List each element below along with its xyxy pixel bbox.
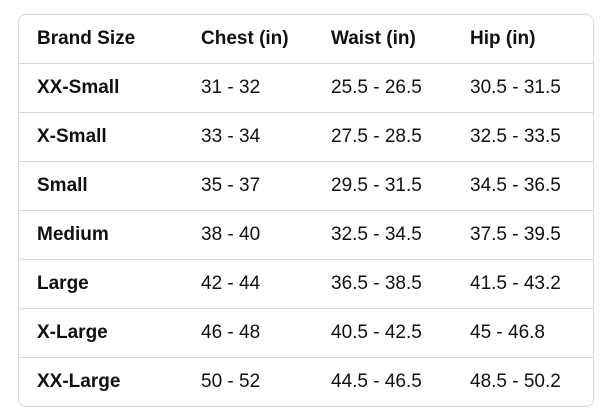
table-row: XX-Small 31 - 32 25.5 - 26.5 30.5 - 31.5 [19,64,593,113]
measurement-cell: 48.5 - 50.2 [470,371,561,392]
measurement-cell: 25.5 - 26.5 [313,64,452,113]
measurement-cell: 34.5 - 36.5 [452,162,593,211]
measurement-cell: 37.5 - 39.5 [452,211,593,260]
size-label: X-Large [19,309,183,358]
column-header: Hip (in) [452,15,593,64]
header-row: Brand Size Chest (in) Waist (in) Hip (in) [19,15,593,64]
measurement-cell: 46 - 48 [183,309,313,358]
measurement-cell: 35 - 37 [183,162,313,211]
measurement-cell: 29.5 - 31.5 [313,162,452,211]
measurement-cell: 30.5 - 31.5 [452,64,593,113]
measurement-cell: 36.5 - 38.5 [313,260,452,309]
measurement-cell: 38 - 40 [183,211,313,260]
column-header: Brand Size [19,15,183,64]
size-chart-table: Brand Size Chest (in) Waist (in) Hip (in) X… [18,14,594,407]
table-row: X-Small 33 - 34 27.5 - 28.5 32.5 - 33.5 [19,113,593,162]
size-label: Large [19,260,183,309]
size-label: Small [19,162,183,211]
measurement-cell: 31 - 32 [183,64,313,113]
table-row: X-Large 46 - 48 40.5 - 42.5 45 - 46.8 [19,309,593,358]
table-row: Small 35 - 37 29.5 - 31.5 34.5 - 36.5 [19,162,593,211]
measurement-cell: 41.5 - 43.2 [452,260,593,309]
measurement-cell: 33 - 34 [183,113,313,162]
measurement-cell: 44.5 - 46.5 [331,371,422,392]
column-header: Chest (in) [183,15,313,64]
size-label: XX-Large [37,371,121,392]
table-row: XX-Large 50 - 52 44.5 - 46.5 48.5 - 50.2 [19,358,593,406]
table-row: Medium 38 - 40 32.5 - 34.5 37.5 - 39.5 [19,211,593,260]
measurement-cell: 32.5 - 33.5 [452,113,593,162]
size-label: Medium [19,211,183,260]
size-label: X-Small [19,113,183,162]
measurement-cell: 27.5 - 28.5 [313,113,452,162]
measurement-cell: 42 - 44 [183,260,313,309]
measurement-cell: 45 - 46.8 [452,309,593,358]
table-row: Large 42 - 44 36.5 - 38.5 41.5 - 43.2 [19,260,593,309]
measurement-cell: 40.5 - 42.5 [313,309,452,358]
measurement-cell: 50 - 52 [201,371,261,392]
measurement-cell: 32.5 - 34.5 [313,211,452,260]
column-header: Waist (in) [313,15,452,64]
table-body: XX-Small 31 - 32 25.5 - 26.5 30.5 - 31.5 X-S… [19,64,593,406]
size-label: XX-Small [19,64,183,113]
